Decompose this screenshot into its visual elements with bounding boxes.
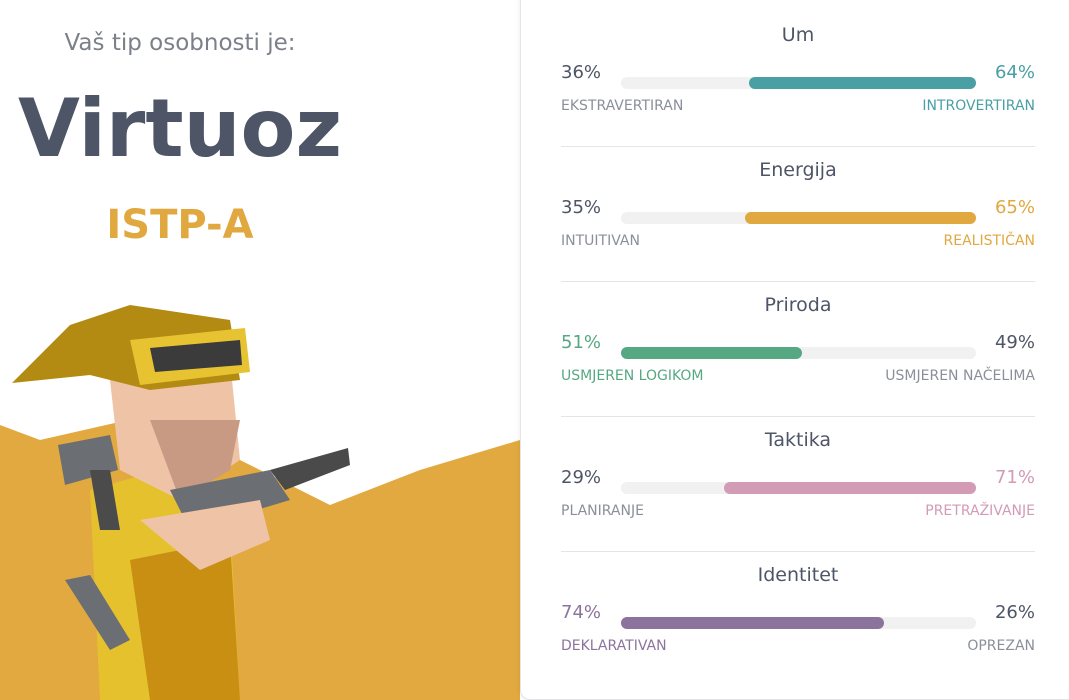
left-label: INTUITIVAN [561, 233, 640, 249]
left-percent: 29% [561, 467, 602, 488]
right-label: USMJEREN NAČELIMA [885, 368, 1035, 384]
trait-title: Um [781, 24, 815, 46]
divider [561, 146, 1035, 147]
bar-fill [621, 347, 803, 359]
left-percent: 74% [561, 602, 602, 623]
type-panel: Vaš tip osobnosti je: Virtuoz ISTP-A [0, 0, 520, 700]
right-percent: 26% [994, 602, 1035, 623]
divider [561, 551, 1035, 552]
right-label: REALISTIČAN [943, 233, 1035, 249]
left-label: PLANIRANJE [561, 503, 644, 519]
left-percent: 36% [561, 62, 602, 83]
left-label: USMJEREN LOGIKOM [561, 368, 704, 384]
trait-title: Identitet [757, 564, 839, 586]
right-percent: 71% [994, 467, 1035, 488]
lens [150, 340, 242, 372]
bar-fill [748, 77, 976, 89]
right-label: PRETRAŽIVANJE [925, 503, 1035, 519]
right-percent: 65% [994, 197, 1035, 218]
bar-fill [621, 617, 884, 629]
trait-title: Priroda [764, 294, 832, 316]
left-percent: 51% [561, 332, 602, 353]
divider [561, 416, 1035, 417]
type-code: ISTP-A [106, 202, 254, 248]
bar-fill [745, 212, 976, 224]
wrench [65, 575, 130, 650]
left-percent: 35% [561, 197, 602, 218]
jaw [150, 420, 240, 500]
intro-text: Vaš tip osobnosti je: [64, 30, 296, 56]
legs [130, 540, 240, 700]
type-name: Virtuoz [17, 82, 343, 175]
traits-card: Um 36% 64% EKSTRAVERTIRAN INTROVERTIRAN Energ… [520, 0, 1069, 700]
trait-title: Taktika [764, 429, 832, 451]
right-label: OPREZAN [967, 638, 1035, 654]
trait-title: Energija [759, 159, 837, 181]
handle [90, 470, 120, 530]
illustration [0, 305, 520, 700]
drill-bit [270, 448, 350, 490]
right-percent: 64% [994, 62, 1035, 83]
right-percent: 49% [994, 332, 1035, 353]
left-label: DEKLARATIVAN [561, 638, 667, 654]
left-label: EKSTRAVERTIRAN [561, 98, 684, 114]
right-label: INTROVERTIRAN [922, 98, 1035, 114]
hands [140, 500, 270, 570]
divider [561, 281, 1035, 282]
bar-fill [723, 482, 976, 494]
